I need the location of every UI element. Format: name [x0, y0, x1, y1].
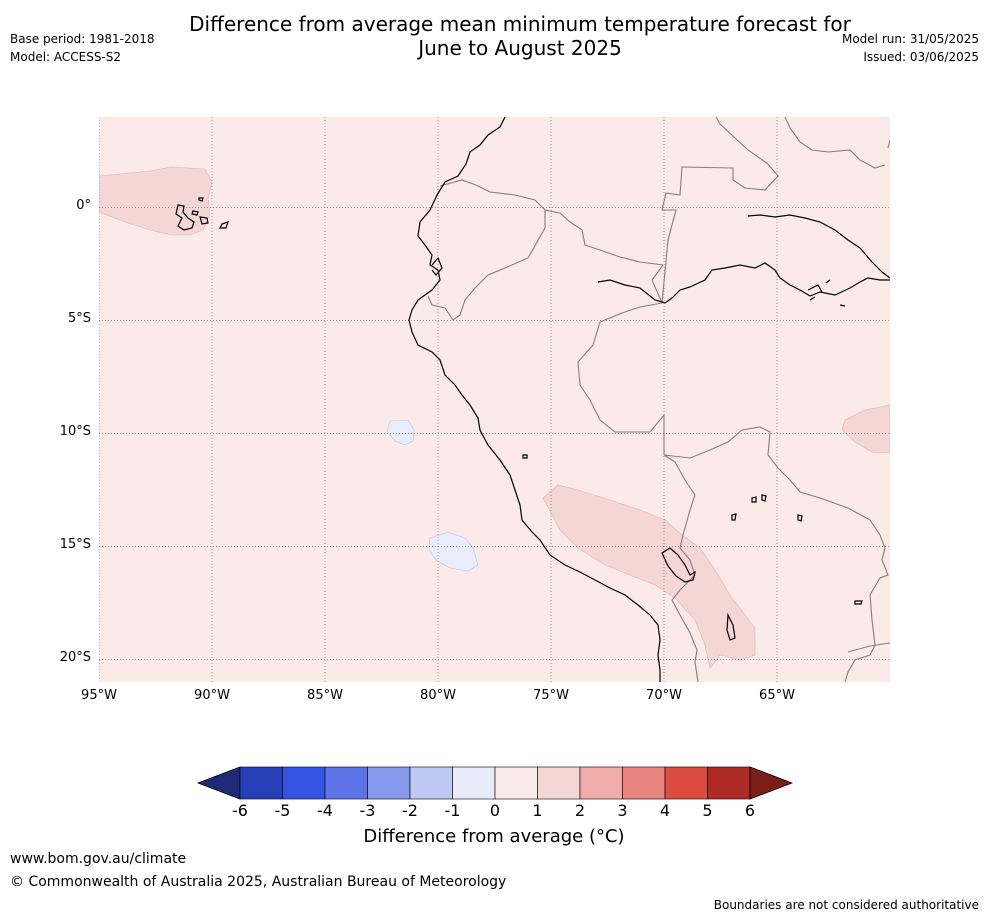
colorbar-segment-3	[367, 766, 411, 800]
anomaly-patch-western-brazil	[841, 404, 890, 454]
lat-label-0: 0°	[76, 198, 91, 214]
small-lake-1	[751, 496, 757, 503]
lat-label-4: 20°S	[59, 650, 91, 666]
colorbar-label-5: -1	[444, 801, 461, 820]
galapagos-santa-cruz	[199, 216, 209, 225]
lon-label-6: 65°W	[759, 688, 795, 703]
lon-label-5: 70°W	[646, 688, 682, 703]
colorbar-label-12: 6	[744, 801, 756, 820]
map-title: Difference from average mean minimum tem…	[100, 12, 940, 60]
colorbar-under-arrow	[196, 766, 241, 800]
colorbar-segment-4	[409, 766, 453, 800]
border-colombia-ecuador	[439, 179, 664, 266]
colorbar-segment-10	[664, 766, 708, 800]
footer-url: www.bom.gov.au/climate	[10, 851, 187, 867]
colorbar-label-11: 5	[702, 801, 713, 820]
coast-gulf-guayaquil	[431, 256, 443, 276]
small-lake-2	[761, 494, 767, 502]
colorbar-segment-6	[494, 766, 538, 800]
colorbar-label-9: 3	[617, 801, 628, 820]
river-negro	[747, 214, 890, 279]
river-fragment-2	[809, 296, 816, 301]
border-venezuela-brazil	[784, 117, 886, 169]
issued-date: Issued: 03/06/2025	[863, 50, 979, 64]
lake-titicaca	[661, 547, 696, 583]
galapagos-san-cristobal	[219, 221, 229, 229]
river-fragment-3	[839, 304, 846, 307]
colorbar-segment-5	[452, 766, 496, 800]
galapagos-isabela	[175, 204, 195, 231]
border-paraguay	[847, 642, 890, 653]
border-ecuador-peru	[427, 210, 546, 321]
colorbar-label-7: 1	[532, 801, 543, 820]
colorbar-label-2: -4	[317, 801, 333, 820]
border-colombia-venezuela-brazil	[651, 117, 779, 304]
river-fragment-4	[825, 279, 831, 284]
colorbar-label-10: 4	[659, 801, 671, 820]
colorbar-label-1: -5	[274, 801, 291, 820]
colorbar-segment-8	[579, 766, 623, 800]
country-borders	[427, 117, 890, 682]
river-amazon	[597, 262, 890, 304]
colorbar	[196, 766, 794, 800]
border-bolivia-brazil	[663, 426, 889, 682]
border-peru-bolivia	[663, 454, 698, 663]
colorbar-label-4: -2	[402, 801, 418, 820]
lon-label-1: 90°W	[194, 688, 230, 703]
colorbar-label-0: -6	[232, 801, 248, 820]
colorbar-over-arrow	[749, 766, 794, 800]
lat-label-3: 15°S	[59, 537, 91, 553]
model-run: Model run: 31/05/2025	[841, 32, 979, 46]
coast-south-america-pacific	[408, 117, 661, 682]
colorbar-segment-9	[622, 766, 666, 800]
base-period: Base period: 1981-2018	[10, 32, 155, 46]
small-lake-6	[522, 454, 528, 459]
anomaly-patch-cool-10s	[386, 419, 415, 446]
small-lake-4	[797, 514, 803, 522]
graticule	[99, 117, 890, 682]
colorbar-segment-7	[537, 766, 581, 800]
lon-label-4: 75°W	[533, 688, 569, 703]
border-brazil-east	[887, 139, 890, 149]
lon-label-3: 80°W	[420, 688, 456, 703]
border-peru-brazil	[577, 302, 665, 455]
galapagos-marchena	[198, 197, 204, 202]
title-line-2: June to August 2025	[418, 36, 622, 60]
coastlines	[175, 117, 890, 682]
lon-label-0: 95°W	[81, 688, 117, 703]
border-chile-bolivia-argentina	[694, 661, 699, 682]
map-background	[99, 117, 890, 682]
colorbar-label-3: -3	[359, 801, 376, 820]
colorbar-segment-1	[282, 766, 326, 800]
colorbar-label-6: 0	[489, 801, 501, 820]
anomaly-patch-galapagos	[99, 166, 213, 236]
lake-poopo	[726, 612, 736, 641]
colorbar-segment-11	[707, 766, 751, 800]
colorbar-segment-2	[324, 766, 368, 800]
model-name: Model: ACCESS-S2	[10, 50, 122, 64]
lat-label-1: 5°S	[67, 311, 91, 327]
title-line-1: Difference from average mean minimum tem…	[189, 12, 851, 36]
anomaly-patch-cool-15s	[428, 531, 479, 572]
small-lake-5	[854, 600, 863, 605]
small-lake-3	[731, 513, 737, 521]
lon-label-2: 85°W	[307, 688, 343, 703]
colorbar-segment-0	[239, 766, 283, 800]
colorbar-label-8: 2	[574, 801, 586, 820]
lat-label-2: 10°S	[59, 424, 91, 440]
galapagos-santiago	[191, 210, 199, 216]
river-fragment-1	[807, 284, 823, 293]
footer-note: Boundaries are not considered authoritat…	[713, 898, 979, 912]
anomaly-patch-southern-peru	[542, 484, 756, 669]
colorbar-title: Difference from average (°C)	[363, 826, 625, 847]
footer-copyright: © Commonwealth of Australia 2025, Austra…	[10, 874, 507, 890]
colorbar-segments	[239, 766, 751, 800]
